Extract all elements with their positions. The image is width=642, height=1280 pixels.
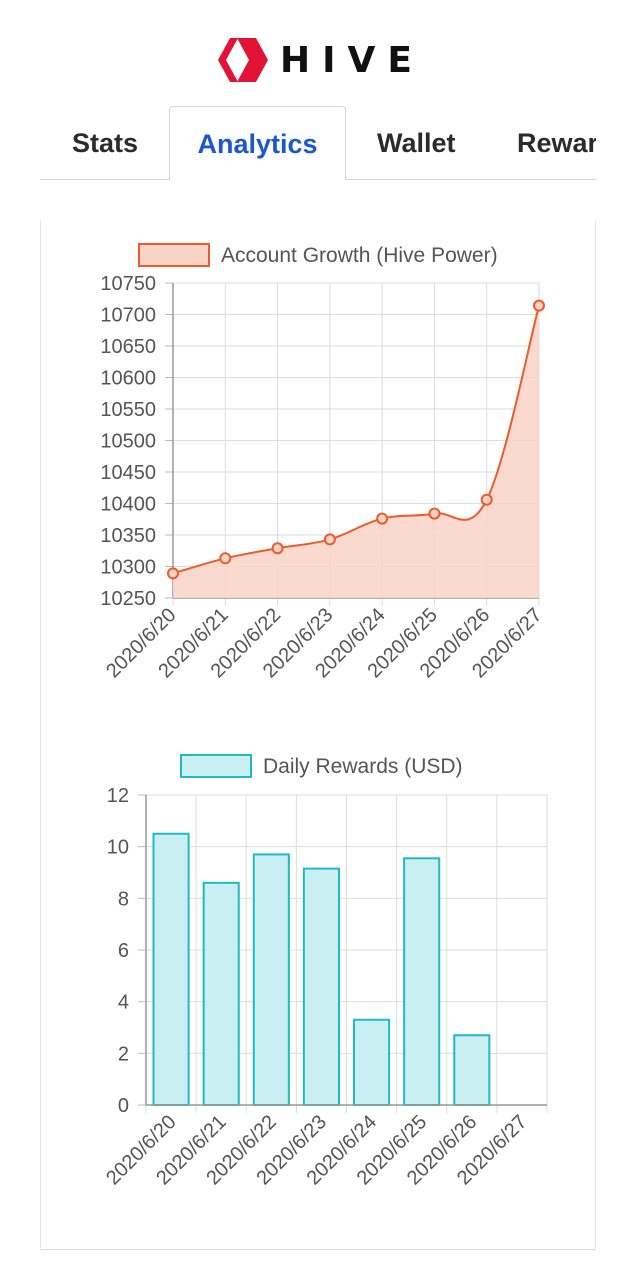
reward-bar [152, 832, 190, 1106]
legend-swatch [180, 754, 252, 778]
data-point [323, 533, 336, 546]
data-point [219, 552, 232, 565]
analytics-panel: Account Growth (Hive Power) 10250 10300 103… [40, 220, 596, 1250]
data-point [428, 507, 441, 520]
data-point [271, 542, 284, 555]
y-tick-label: 10650 [100, 336, 156, 358]
y-tick-label: 8 [118, 888, 129, 910]
reward-bar [202, 881, 240, 1106]
data-point [533, 299, 545, 312]
hive-logo[interactable]: HIVE [0, 34, 642, 86]
y-tick-label: 10700 [100, 305, 156, 327]
y-tick-label: 12 [107, 785, 129, 807]
data-point [480, 493, 493, 506]
y-tick-label: 10400 [100, 494, 156, 516]
y-tick-label: 10600 [100, 368, 156, 390]
reward-bar [252, 853, 290, 1106]
y-tick-label: 10500 [100, 431, 156, 453]
y-tick-label: 10 [107, 837, 129, 859]
daily-rewards-chart: Daily Rewards (USD)0246810122020/6/20202… [102, 754, 548, 1189]
y-tick-label: 10450 [100, 462, 156, 484]
account-growth-chart: Account Growth (Hive Power) 10250 10300 103… [100, 243, 547, 682]
growth-area [173, 305, 539, 598]
profile-tabs: Stats Analytics Wallet Rewar [40, 106, 596, 180]
y-tick-label: 10350 [100, 525, 156, 547]
legend-label: Account Growth (Hive Power) [221, 244, 498, 267]
reward-bar [453, 1034, 491, 1106]
y-tick-label: 6 [118, 940, 129, 962]
tab-stats[interactable]: Stats [72, 128, 139, 158]
y-tick-label: 0 [118, 1095, 129, 1117]
legend-label: Daily Rewards (USD) [263, 755, 463, 778]
reward-bar [302, 867, 340, 1106]
tab-wallet[interactable]: Wallet [377, 128, 456, 158]
data-point [376, 512, 389, 525]
reward-bar [353, 1018, 391, 1106]
legend-swatch [138, 243, 210, 267]
y-tick-label: 10300 [100, 557, 156, 579]
y-tick-label: 10750 [100, 273, 156, 295]
brand-name: HIVE [280, 39, 424, 81]
y-tick-label: 10550 [100, 399, 156, 421]
tab-analytics[interactable]: Analytics [169, 106, 346, 180]
reward-bar [403, 857, 441, 1106]
hive-logo-icon [218, 38, 268, 82]
y-tick-label: 10250 [100, 588, 156, 610]
data-point [167, 567, 179, 580]
tab-rewards[interactable]: Rewar [517, 128, 596, 158]
y-tick-label: 4 [118, 992, 129, 1014]
y-tick-label: 2 [118, 1043, 129, 1065]
